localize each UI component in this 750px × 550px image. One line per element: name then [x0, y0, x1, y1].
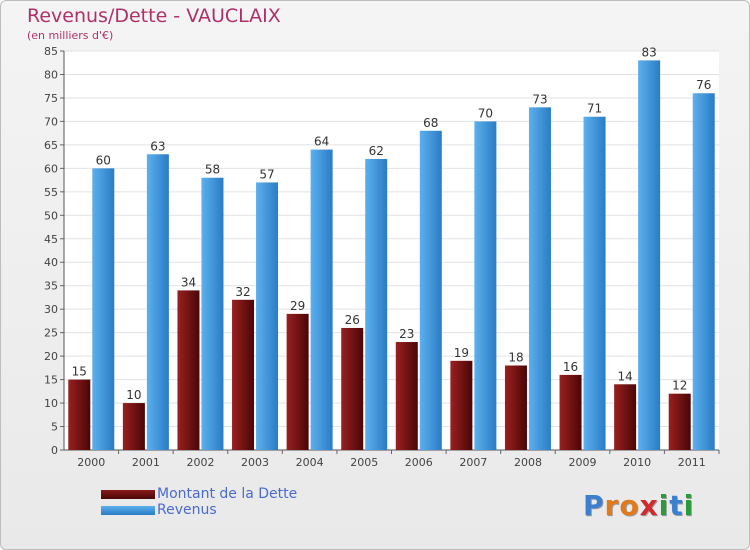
- x-tick-label: 2008: [514, 456, 542, 469]
- bar-revenue: [365, 158, 388, 450]
- legend-label-revenue: Revenus: [157, 502, 217, 518]
- logo-letter: x: [639, 489, 659, 522]
- proxiti-logo: Proxiti: [583, 489, 694, 522]
- bar-revenue: [474, 121, 497, 450]
- data-label-revenue: 83: [641, 45, 656, 59]
- data-label-debt: 16: [563, 360, 578, 374]
- bar-revenue: [310, 149, 333, 450]
- data-label-debt: 26: [345, 313, 360, 327]
- chart-subtitle: (en milliers d'€): [27, 29, 114, 42]
- bar-debt: [614, 384, 637, 450]
- data-label-revenue: 63: [150, 139, 165, 153]
- y-tick-label: 40: [44, 256, 58, 269]
- legend-swatch-revenue: [101, 506, 155, 515]
- bar-debt: [395, 342, 418, 450]
- y-tick-label: 35: [44, 280, 58, 293]
- y-tick-label: 5: [51, 421, 58, 434]
- data-label-debt: 32: [235, 285, 250, 299]
- bar-debt: [450, 360, 473, 450]
- y-tick-label: 30: [44, 303, 58, 316]
- logo-letter: r: [604, 489, 620, 522]
- logo-letter: i: [658, 489, 670, 522]
- logo-letter: o: [619, 489, 640, 522]
- x-tick-label: 2001: [132, 456, 160, 469]
- data-label-debt: 29: [290, 299, 305, 313]
- bar-revenue: [419, 130, 442, 451]
- x-tick-label: 2006: [405, 456, 433, 469]
- chart-title: Revenus/Dette - VAUCLAIX: [27, 5, 281, 27]
- y-tick-label: 65: [44, 139, 58, 152]
- logo-letter: t: [669, 489, 684, 522]
- x-tick-label: 2002: [186, 456, 214, 469]
- x-tick-label: 2009: [569, 456, 597, 469]
- y-tick-label: 85: [44, 45, 58, 58]
- data-label-revenue: 68: [423, 116, 438, 130]
- x-tick-label: 2000: [77, 456, 105, 469]
- logo-letter: i: [683, 489, 695, 522]
- bar-debt: [177, 290, 200, 450]
- y-tick-label: 70: [44, 115, 58, 128]
- legend-swatch-debt: [101, 490, 155, 499]
- y-tick-label: 50: [44, 209, 58, 222]
- bar-debt: [232, 299, 255, 450]
- bar-revenue: [528, 107, 551, 451]
- data-label-debt: 14: [617, 369, 632, 383]
- bar-debt: [559, 374, 582, 450]
- data-label-revenue: 76: [696, 78, 711, 92]
- y-tick-label: 80: [44, 68, 58, 81]
- data-label-revenue: 70: [478, 106, 493, 120]
- y-tick-label: 25: [44, 327, 58, 340]
- data-label-debt: 18: [508, 351, 523, 365]
- bar-debt: [68, 379, 91, 450]
- x-tick-label: 2007: [459, 456, 487, 469]
- bar-revenue: [692, 93, 715, 450]
- y-tick-label: 20: [44, 350, 58, 363]
- plot-area: [64, 51, 719, 450]
- logo-letter: P: [583, 489, 605, 522]
- bar-revenue: [92, 168, 115, 450]
- x-tick-label: 2003: [241, 456, 269, 469]
- x-tick-label: 2011: [678, 456, 706, 469]
- legend-label-debt: Montant de la Dette: [157, 486, 298, 502]
- data-label-revenue: 60: [96, 153, 111, 167]
- data-label-debt: 19: [454, 346, 469, 360]
- x-tick-label: 2010: [623, 456, 651, 469]
- y-tick-label: 60: [44, 162, 58, 175]
- y-tick-label: 55: [44, 186, 58, 199]
- data-label-revenue: 64: [314, 135, 329, 149]
- bar-revenue: [201, 177, 224, 450]
- data-label-revenue: 57: [259, 167, 274, 181]
- data-label-revenue: 73: [532, 92, 547, 106]
- data-label-debt: 23: [399, 327, 414, 341]
- bar-revenue: [146, 154, 169, 451]
- bar-revenue: [583, 116, 606, 450]
- y-tick-label: 10: [44, 397, 58, 410]
- x-tick-label: 2004: [296, 456, 324, 469]
- bar-debt: [341, 327, 364, 450]
- x-tick-label: 2005: [350, 456, 378, 469]
- y-tick-label: 0: [51, 444, 58, 457]
- bar-revenue: [256, 182, 279, 450]
- data-label-debt: 15: [72, 365, 87, 379]
- y-tick-label: 15: [44, 374, 58, 387]
- data-label-revenue: 62: [369, 144, 384, 158]
- bar-debt: [668, 393, 691, 450]
- data-label-debt: 12: [672, 379, 687, 393]
- data-label-revenue: 71: [587, 102, 602, 116]
- data-label-revenue: 58: [205, 163, 220, 177]
- y-tick-label: 75: [44, 92, 58, 105]
- data-label-debt: 10: [126, 388, 141, 402]
- data-label-debt: 34: [181, 275, 196, 289]
- y-tick-label: 45: [44, 233, 58, 246]
- bar-debt: [504, 365, 527, 450]
- bar-debt: [122, 403, 145, 450]
- bar-revenue: [638, 60, 661, 450]
- bar-debt: [286, 313, 309, 450]
